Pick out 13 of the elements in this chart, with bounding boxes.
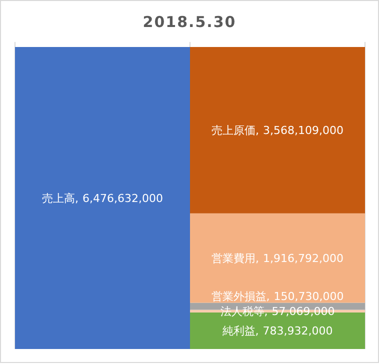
- chart-title: 2018.5.30: [142, 13, 236, 31]
- series-label: 売上原価,: [212, 124, 260, 138]
- data-label: 3,568,109,000: [263, 124, 344, 138]
- data-label: 783,932,000: [262, 324, 333, 338]
- series-label: 純利益,: [222, 324, 259, 338]
- data-label: 57,069,000: [272, 305, 335, 318]
- data-label: 150,730,000: [274, 290, 344, 304]
- series-label: 売上高,: [42, 192, 79, 205]
- series-label: 営業費用,: [212, 252, 260, 266]
- series-label: 営業外損益,: [211, 290, 270, 304]
- data-label: 6,476,632,000: [82, 192, 163, 205]
- series-label: 法人税等,: [220, 305, 268, 318]
- data-label: 1,916,792,000: [263, 252, 344, 266]
